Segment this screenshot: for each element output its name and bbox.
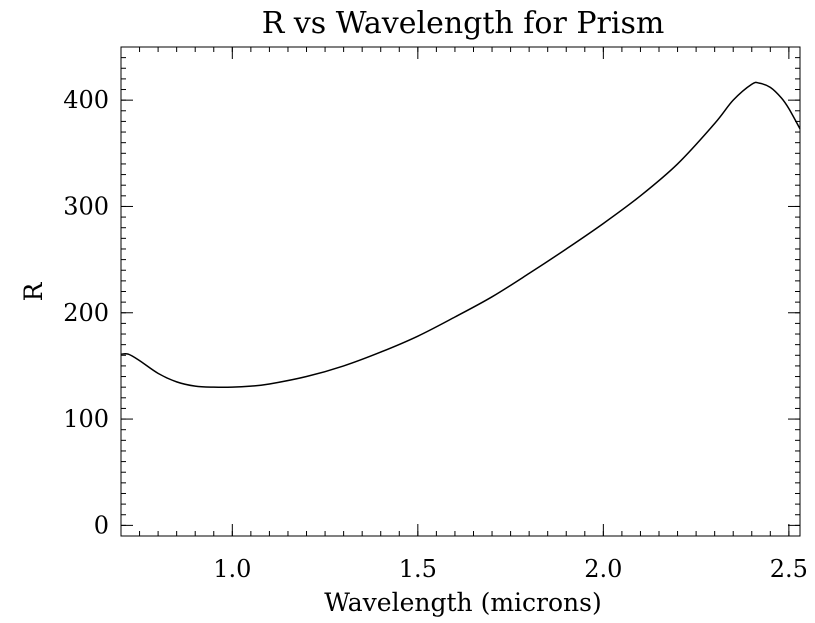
x-tick-label: 2.0	[584, 555, 622, 583]
chart-title: R vs Wavelength for Prism	[262, 6, 665, 41]
x-axis-label: Wavelength (microns)	[324, 588, 601, 617]
x-tick-label: 1.5	[399, 555, 437, 583]
y-tick-label: 100	[63, 405, 109, 433]
axis-ticks	[120, 46, 800, 537]
x-tick-label: 1.0	[213, 555, 251, 583]
plot-frame	[120, 46, 801, 537]
y-tick-label: 300	[63, 192, 109, 220]
y-tick-label: 400	[63, 86, 109, 114]
r-curve	[120, 81, 801, 389]
y-tick-label: 0	[94, 511, 109, 539]
y-tick-label: 200	[63, 299, 109, 327]
axis-tick-labels: 1.0 1.5 2.0 2.5 0 100 200 300 400	[63, 86, 808, 583]
x-tick-label: 2.5	[770, 555, 808, 583]
y-axis-label: R	[19, 281, 48, 301]
